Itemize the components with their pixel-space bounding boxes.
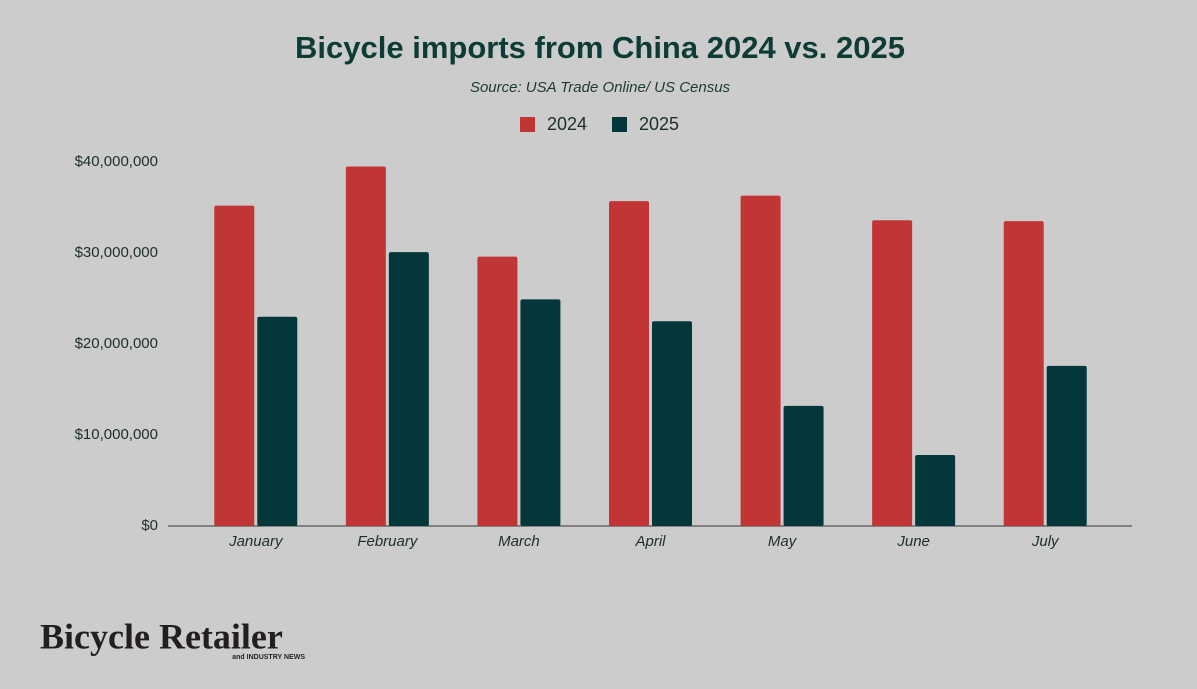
logo-name: Bicycle Retailer	[40, 616, 283, 656]
bar	[477, 256, 518, 526]
bar	[257, 316, 298, 526]
y-tick-label: $30,000,000	[75, 244, 158, 261]
y-tick-label: $20,000,000	[75, 335, 158, 352]
bar	[345, 166, 386, 527]
chart-subtitle: Source: USA Trade Online/ US Census	[470, 79, 731, 96]
legend-swatch	[612, 117, 627, 132]
y-tick-label: $10,000,000	[75, 426, 158, 443]
x-tick-label: January	[228, 533, 284, 550]
y-tick-label: $40,000,000	[75, 153, 158, 170]
bar	[915, 455, 956, 526]
bar	[609, 201, 649, 526]
x-tick-label: March	[498, 533, 540, 550]
bar	[1003, 221, 1044, 526]
bar	[388, 252, 429, 526]
legend-label: 2025	[639, 114, 679, 134]
x-tick-label: February	[357, 533, 419, 550]
y-tick-label: $0	[141, 517, 158, 534]
bar	[783, 405, 824, 526]
x-tick-label: July	[1031, 533, 1060, 550]
bar	[520, 299, 561, 526]
logo-tagline: and INDUSTRY NEWS	[232, 654, 305, 661]
legend-swatch	[520, 117, 535, 132]
bar	[1046, 365, 1087, 526]
bar	[872, 220, 913, 527]
chart-title: Bicycle imports from China 2024 vs. 2025	[295, 30, 905, 65]
bar	[740, 195, 781, 527]
x-tick-label: June	[896, 533, 930, 550]
x-tick-label: April	[634, 533, 666, 550]
bar	[652, 321, 692, 526]
bar	[214, 205, 255, 526]
x-tick-label: May	[768, 533, 798, 550]
legend-label: 2024	[547, 114, 587, 134]
